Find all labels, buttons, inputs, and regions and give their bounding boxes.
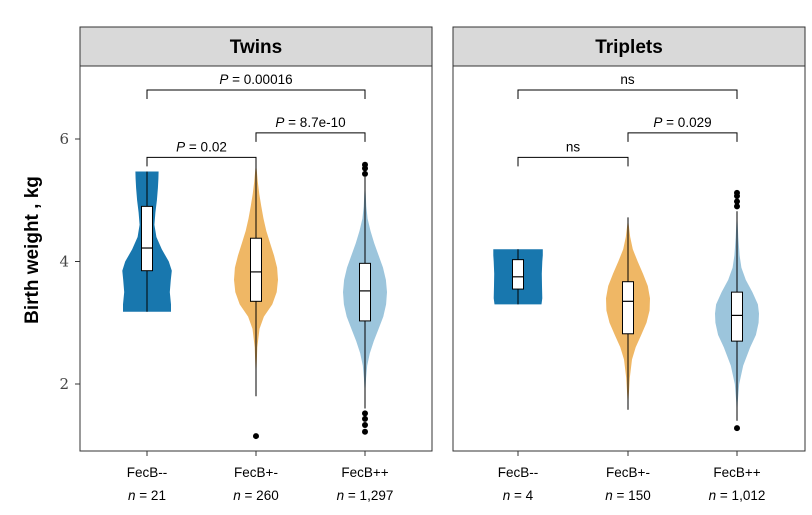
category-label: FecB-- [498,465,539,480]
outlier-point [734,425,740,432]
outlier-point [362,170,368,177]
strip-title: Triplets [595,37,663,58]
comparison-bracket: P = 0.02 [146,139,257,167]
sample-size-label: n = 1,297 [337,488,394,503]
outlier-point [734,189,740,196]
category-label: FecB++ [341,465,388,480]
comparison-bracket: P = 0.00016 [146,72,366,99]
comparison-bracket: ns [517,139,629,167]
bracket-line [255,132,366,142]
comparison-label: ns [620,72,635,87]
box-iqr [622,281,634,335]
bracket-line [517,156,629,167]
bracket-line [627,132,738,142]
box-iqr [359,262,371,322]
sample-size-label: n = 1,012 [709,488,766,503]
violin-group-twins-3: FecB++ n = 1,297 [337,161,394,503]
y-axis-title: Birth weight , kg [22,176,43,324]
comparison-label: P = 8.7e-10 [275,115,345,130]
violin-group-triplets-3: FecB++ n = 1,012 [709,189,766,503]
outlier-point [362,410,368,417]
box-iqr [731,291,743,342]
y-tick-label: 6 [59,130,69,148]
category-label: FecB+- [234,465,278,480]
panels-layer: Twins 2 4 6 FecB-- n = 21 FecB+- n = 260 FecB++ n… [59,26,806,503]
box-iqr [512,259,524,290]
y-tick-label: 4 [59,253,69,271]
outlier-point [734,203,740,210]
violin-group-twins-2: FecB+- n = 260 [233,163,279,503]
comparison-label: P = 0.02 [176,139,227,154]
comparison-label: P = 0.029 [653,115,711,130]
sample-size-label: n = 260 [233,488,278,503]
comparison-bracket: ns [517,72,738,99]
violin-group-triplets-1: FecB-- n = 4 [493,249,543,503]
box-iqr [141,205,153,272]
outlier-point [362,415,368,422]
outlier-point [362,428,368,435]
violin-group-triplets-2: FecB+- n = 150 [605,217,651,503]
comparison-label: ns [566,139,581,154]
bracket-line [146,89,366,99]
violin-group-twins-1: FecB-- n = 21 [122,171,172,503]
strip-header [79,26,433,67]
outlier-point [734,198,740,205]
sample-size-label: n = 4 [503,488,534,503]
comparison-bracket: P = 0.029 [627,115,738,142]
panel-triplets: Triplets FecB-- n = 4 FecB+- n = 150 FecB++ n … [452,26,806,503]
sample-size-label: n = 150 [605,488,650,503]
bracket-line [146,156,257,167]
bracket-line [517,89,738,99]
panel-twins: Twins 2 4 6 FecB-- n = 21 FecB+- n = 260 FecB++ n… [59,26,433,503]
category-label: FecB++ [713,465,760,480]
category-label: FecB-- [127,465,168,480]
strip-header [452,26,806,67]
outlier-point [362,422,368,429]
y-tick-label: 2 [59,375,69,393]
comparison-label: P = 0.00016 [219,72,292,87]
category-label: FecB+- [606,465,650,480]
box-iqr [250,237,262,302]
outlier-point [362,161,368,168]
outlier-point [253,433,259,440]
comparison-bracket: P = 8.7e-10 [255,115,366,142]
strip-title: Twins [230,37,282,58]
sample-size-label: n = 21 [128,488,166,503]
